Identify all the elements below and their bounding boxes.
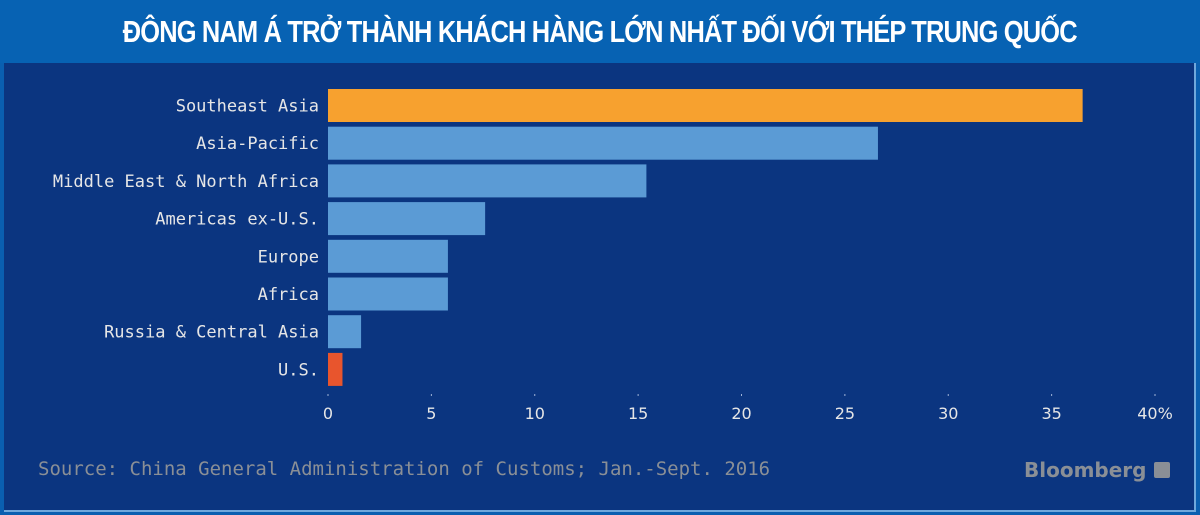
bar: [328, 352, 343, 386]
x-tick-label: 15: [628, 404, 648, 423]
x-tick-label: 20: [731, 404, 751, 423]
category-label: Russia & Central Asia: [104, 323, 319, 343]
chart-panel: Southeast Asia Asia-Pacific Middle East & …: [4, 63, 1196, 512]
bar: [328, 315, 362, 349]
x-tick-label: 0: [323, 404, 333, 423]
x-tick-label: 10: [525, 404, 545, 423]
brand-name: Bloomberg: [1024, 458, 1147, 482]
category-label: Middle East & North Africa: [53, 172, 319, 192]
category-label: U.S.: [278, 360, 319, 380]
bloomberg-logo: Bloomberg: [1024, 458, 1171, 482]
source-note: Source: China General Administration of …: [38, 458, 771, 480]
chart-icon: [1154, 462, 1171, 478]
category-label: Asia-Pacific: [196, 134, 319, 154]
category-label: Europe: [258, 247, 319, 267]
bar: [328, 89, 1083, 122]
bar: [328, 277, 448, 311]
x-tick-label: 5: [426, 404, 436, 423]
bar: [328, 202, 486, 236]
category-label: Southeast Asia: [176, 97, 319, 117]
category-label: Americas ex-U.S.: [155, 210, 319, 230]
bar: [328, 126, 878, 160]
title-bar: ĐÔNG NAM Á TRỞ THÀNH KHÁCH HÀNG LỚN NHẤT…: [0, 0, 1200, 63]
x-tick-label: 25: [835, 404, 855, 423]
category-label: Africa: [258, 285, 319, 305]
bar: [328, 164, 647, 198]
x-tick-label: 30: [938, 404, 958, 423]
bar: [328, 239, 448, 273]
chart-title: ĐÔNG NAM Á TRỞ THÀNH KHÁCH HÀNG LỚN NHẤT…: [122, 13, 1078, 49]
x-tick-label: 40%: [1137, 404, 1173, 423]
bar-chart: Southeast Asia Asia-Pacific Middle East & …: [53, 89, 1173, 423]
x-tick-label: 35: [1041, 404, 1061, 423]
